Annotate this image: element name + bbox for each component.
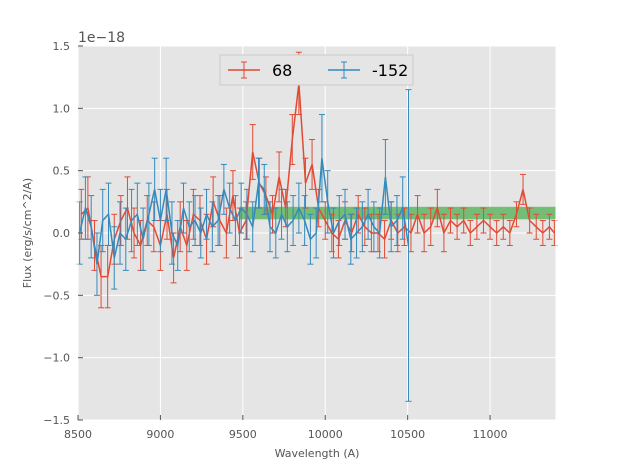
x-axis-label: Wavelength (A)	[275, 447, 360, 460]
y-axis-ticks: −1.5 −1.0 −0.5 0.0 0.5 1.0 1.5	[43, 40, 83, 427]
legend-label-1: 68	[272, 61, 292, 80]
y-tick-label-6: 1.5	[53, 40, 71, 53]
x-tick-label-1: 9000	[146, 428, 174, 441]
series-2	[76, 89, 412, 402]
legend-entry-1: 68	[228, 61, 292, 80]
series-2-line	[78, 158, 410, 265]
x-axis-ticks: 8500 9000 9500 10000 10500 11000	[64, 415, 508, 441]
x-tick-label-4: 10500	[390, 428, 425, 441]
x-tick-label-5: 11000	[473, 428, 508, 441]
y-axis-label: Flux (erg/s/cm^2/A)	[21, 178, 34, 288]
y-tick-label-1: −1.0	[43, 352, 70, 365]
y-tick-label-5: 1.0	[53, 102, 71, 115]
series-layer	[76, 51, 558, 402]
legend-label-2: -152	[372, 61, 408, 80]
y-offset-label: 1e−18	[78, 30, 125, 46]
y-tick-label-2: −0.5	[43, 289, 70, 302]
x-tick-label-2: 9500	[229, 428, 257, 441]
x-tick-label-0: 8500	[64, 428, 92, 441]
legend-entry-2: -152	[328, 61, 408, 80]
y-tick-label-4: 0.5	[53, 165, 71, 178]
y-tick-label-0: −1.5	[43, 414, 70, 427]
legend: 68 -152	[219, 54, 414, 86]
x-tick-label-3: 10000	[308, 428, 343, 441]
y-tick-label-3: 0.0	[53, 227, 71, 240]
